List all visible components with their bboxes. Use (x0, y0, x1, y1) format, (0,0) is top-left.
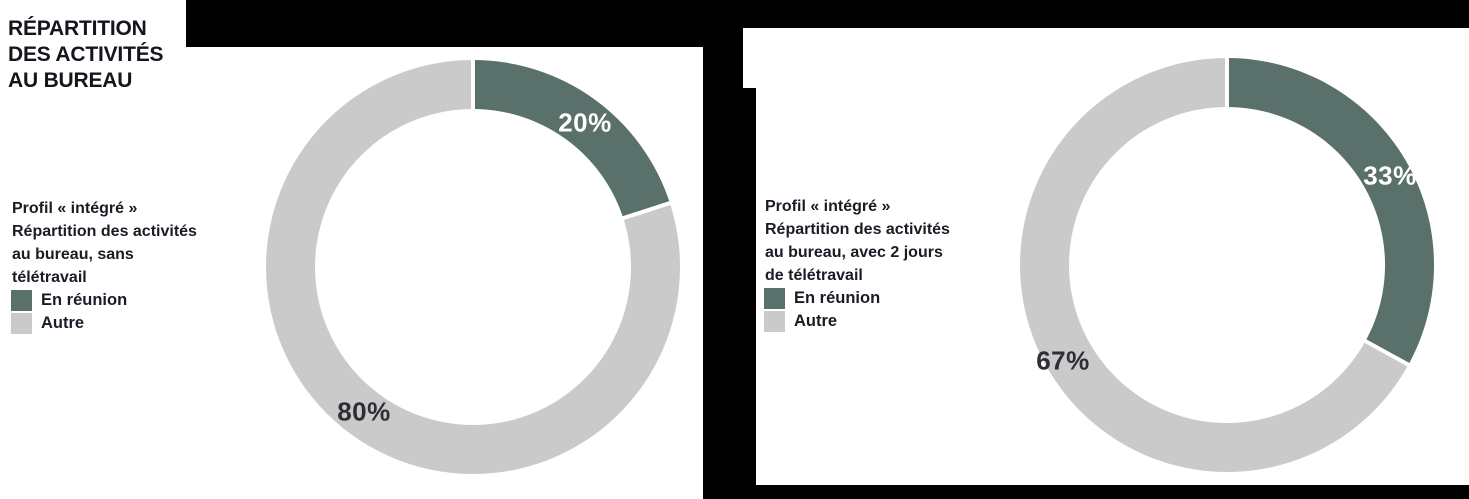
value-label-autre-80: 80% (337, 396, 391, 427)
caption-line: télétravail (12, 269, 87, 286)
page-background-band-bottom-right (756, 485, 1469, 499)
legend-label-autre: Autre (794, 312, 838, 330)
page-title-line-1: RÉPARTITION (8, 17, 147, 40)
caption-line: de télétravail (765, 267, 863, 284)
page-title-line-3: AU BUREAU (8, 69, 133, 92)
value-label-autre-67: 67% (1036, 345, 1090, 376)
caption-line: au bureau, avec 2 jours (765, 244, 943, 261)
legend-swatch-autre-icon (764, 311, 785, 332)
legend-swatch-autre-icon (11, 313, 32, 334)
legend-item-autre: Autre (764, 311, 880, 332)
legend-label-en-reunion: En réunion (41, 291, 128, 309)
caption-line: Répartition des activités (765, 221, 950, 238)
panel-corner-notch (743, 28, 788, 88)
page-title-line-2: DES ACTIVITÉS (8, 43, 164, 66)
page-background-band-top-right (756, 0, 1469, 28)
value-label-en-reunion-20: 20% (558, 107, 612, 138)
chart-caption-avec-teletravail: Profil « intégré » Répartition des activ… (765, 195, 950, 287)
caption-line: Profil « intégré » (765, 198, 891, 215)
legend-swatch-en-reunion-icon (764, 288, 785, 309)
caption-line: Profil « intégré » (12, 200, 138, 217)
legend-item-en-reunion: En réunion (11, 290, 127, 311)
caption-line: Répartition des activités (12, 223, 197, 240)
legend-item-autre: Autre (11, 313, 127, 334)
legend-label-autre: Autre (41, 314, 85, 332)
caption-line: au bureau, sans (12, 246, 134, 263)
chart-caption-sans-teletravail: Profil « intégré » Répartition des activ… (12, 197, 197, 289)
donut-chart-avec-teletravail (1020, 53, 1435, 473)
page-background-band-top-left (186, 0, 703, 47)
value-label-en-reunion-33: 33% (1363, 160, 1417, 191)
donut-chart-sans-teletravail (266, 55, 681, 475)
legend-item-en-reunion: En réunion (764, 288, 880, 309)
legend-label-en-reunion: En réunion (794, 289, 881, 307)
legend-swatch-en-reunion-icon (11, 290, 32, 311)
chart-legend-sans-teletravail: En réunion Autre (11, 290, 127, 336)
chart-legend-avec-teletravail: En réunion Autre (764, 288, 880, 334)
page-title: RÉPARTITION DES ACTIVITÉS AU BUREAU (8, 16, 198, 94)
